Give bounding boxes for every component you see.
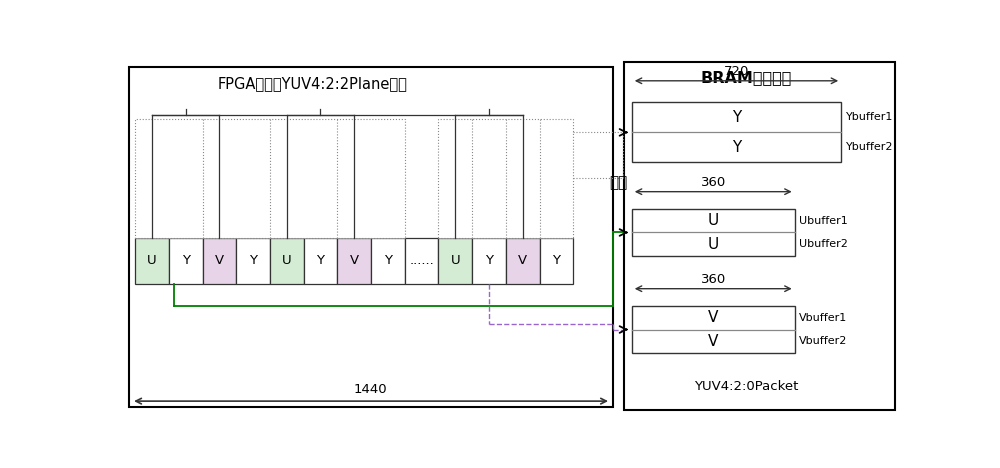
Text: V: V [708, 334, 718, 349]
Bar [337, 238, 371, 284]
Text: U: U [708, 237, 719, 252]
Bar [405, 238, 438, 284]
Text: U: U [708, 213, 719, 228]
Text: Ybuffer2: Ybuffer2 [846, 142, 893, 153]
Text: ......: ...... [409, 255, 434, 268]
Text: Y: Y [732, 110, 741, 125]
Bar [506, 238, 540, 284]
Text: V: V [215, 255, 224, 268]
Bar [632, 102, 841, 162]
Bar [472, 238, 506, 284]
Bar [270, 238, 304, 284]
Text: 360: 360 [701, 176, 726, 189]
Text: Y: Y [384, 255, 392, 268]
Bar [129, 67, 613, 407]
Bar [304, 238, 337, 284]
Bar [632, 209, 795, 256]
Text: Ybuffer1: Ybuffer1 [846, 112, 893, 122]
Text: Y: Y [249, 255, 257, 268]
Text: U: U [147, 255, 157, 268]
Text: V: V [518, 255, 527, 268]
Bar [135, 118, 405, 238]
Text: Y: Y [316, 255, 324, 268]
Text: 360: 360 [701, 273, 726, 285]
Text: Y: Y [732, 140, 741, 155]
Text: 1440: 1440 [354, 383, 387, 396]
Text: YUV4:2:0Packet: YUV4:2:0Packet [694, 380, 798, 394]
Text: V: V [350, 255, 359, 268]
Text: Ubuffer1: Ubuffer1 [799, 216, 848, 226]
Bar [624, 62, 895, 410]
Bar [632, 306, 795, 353]
Text: U: U [451, 255, 460, 268]
Bar [371, 238, 405, 284]
Text: FPGA采集的YUV4:2:2Plane一行: FPGA采集的YUV4:2:2Plane一行 [218, 76, 408, 91]
Text: BRAM乒乒缓存: BRAM乒乒缓存 [700, 70, 792, 85]
Text: Vbuffer1: Vbuffer1 [799, 313, 848, 322]
Text: V: V [708, 310, 718, 325]
Text: Y: Y [552, 255, 560, 268]
Bar [540, 238, 573, 284]
Bar [135, 238, 169, 284]
Bar [169, 238, 202, 284]
Bar [438, 238, 472, 284]
Bar [438, 118, 573, 238]
Text: U: U [282, 255, 292, 268]
Text: Y: Y [182, 255, 190, 268]
Text: Ubuffer2: Ubuffer2 [799, 240, 848, 249]
Bar [202, 238, 236, 284]
Text: Y: Y [485, 255, 493, 268]
Text: Vbuffer2: Vbuffer2 [799, 336, 848, 346]
Bar [236, 238, 270, 284]
Text: 分离: 分离 [609, 175, 627, 190]
Text: 720: 720 [724, 65, 749, 78]
